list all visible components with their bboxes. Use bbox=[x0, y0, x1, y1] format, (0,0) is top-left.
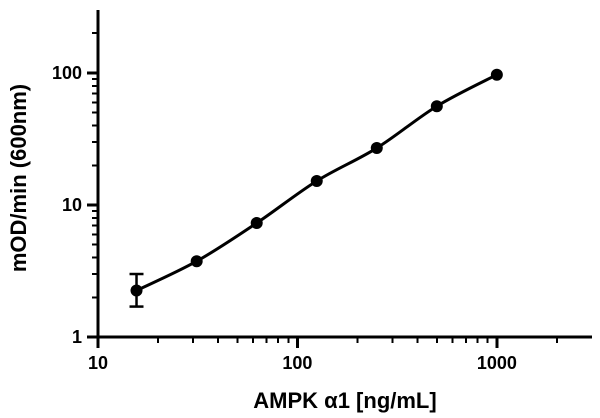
data-point bbox=[430, 100, 443, 113]
data-point bbox=[310, 174, 323, 187]
x-axis-title: AMPK α1 [ng/mL] bbox=[253, 388, 436, 413]
y-axis-title: mOD/min (600nm) bbox=[6, 84, 31, 272]
data-point bbox=[490, 68, 503, 81]
data-point bbox=[130, 284, 143, 297]
x-tick-label: 10 bbox=[88, 353, 108, 373]
data-point bbox=[250, 217, 263, 230]
x-tick-label: 1000 bbox=[477, 353, 517, 373]
y-tick-label: 1 bbox=[72, 327, 82, 347]
x-tick-label: 100 bbox=[282, 353, 312, 373]
y-tick-label: 10 bbox=[62, 195, 82, 215]
axes-layer: 10 100 1000 1 10 100 bbox=[52, 10, 592, 373]
y-tick-label: 100 bbox=[52, 63, 82, 83]
data-point bbox=[370, 142, 383, 155]
points-layer bbox=[129, 68, 503, 308]
data-point bbox=[190, 255, 203, 268]
